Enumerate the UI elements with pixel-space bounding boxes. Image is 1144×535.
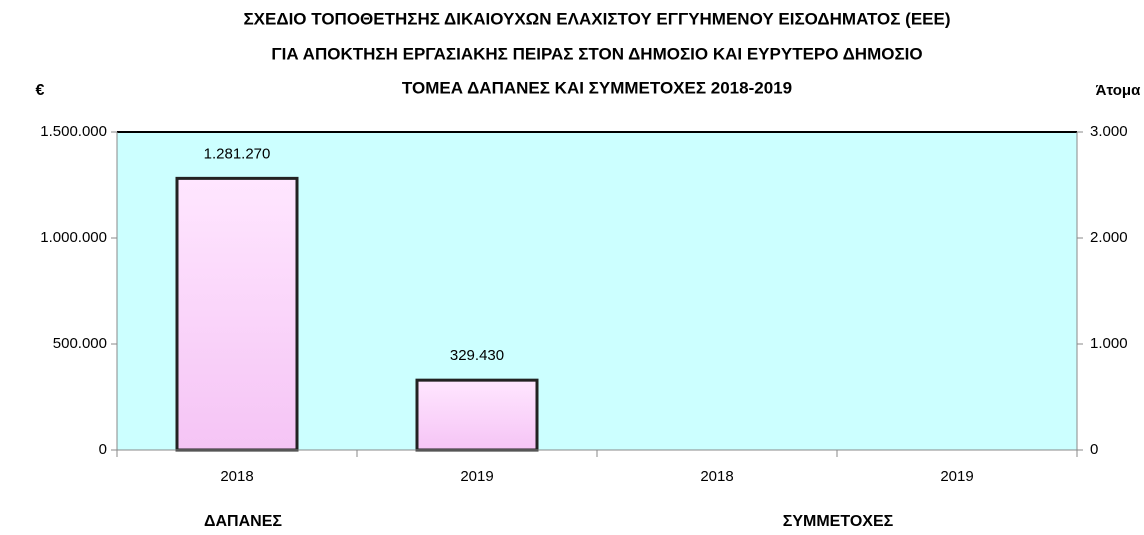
data-label: 1.281.270 <box>204 145 271 162</box>
y2-tick-label: 1.000 <box>1090 335 1128 352</box>
data-label: 329.430 <box>450 347 504 364</box>
bar <box>175 176 299 452</box>
x-tick-label: 2018 <box>220 468 253 485</box>
group-label: ΔΑΠΑΝΕΣ <box>204 513 282 530</box>
x-tick-label: 2019 <box>460 468 493 485</box>
chart-title: ΤΟΜΕΑ ΔΑΠΑΝΕΣ ΚΑΙ ΣΥΜΜΕΤΟΧΕΣ 2018-2019 <box>402 78 792 97</box>
y2-axis-label: Άτομα <box>1096 82 1141 99</box>
y-tick-label: 0 <box>99 441 107 458</box>
chart-title: ΣΧΕΔΙΟ ΤΟΠΟΘΕΤΗΣΗΣ ΔΙΚΑΙΟΥΧΩΝ ΕΛΑΧΙΣΤΟΥ … <box>243 9 950 28</box>
x-tick-label: 2019 <box>940 468 973 485</box>
x-tick-label: 2018 <box>700 468 733 485</box>
y-tick-label: 1.000.000 <box>40 229 107 246</box>
y2-tick-label: 0 <box>1090 441 1098 458</box>
bar <box>415 378 539 452</box>
y2-tick-label: 2.000 <box>1090 229 1128 246</box>
y-axis-label: € <box>36 82 45 99</box>
y-tick-label: 1.500.000 <box>40 123 107 140</box>
chart-title: ΓΙΑ ΑΠΟΚΤΗΣΗ ΕΡΓΑΣΙΑΚΗΣ ΠΕΙΡΑΣ ΣΤΟΝ ΔΗΜΟ… <box>271 44 922 63</box>
group-label: ΣΥΜΜΕΤΟΧΕΣ <box>783 513 894 530</box>
y-tick-label: 500.000 <box>53 335 107 352</box>
y2-tick-label: 3.000 <box>1090 123 1128 140</box>
